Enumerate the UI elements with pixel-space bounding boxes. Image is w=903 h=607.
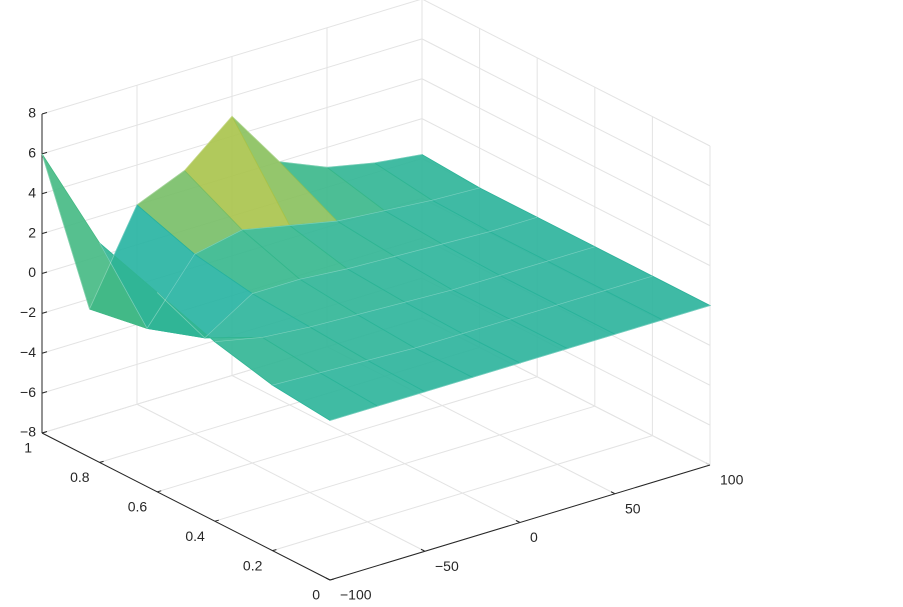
mesh-line (99, 187, 480, 330)
x-tick (420, 548, 426, 552)
x-tick-label: −50 (435, 558, 459, 574)
z-tick (41, 351, 48, 354)
mesh-line (156, 216, 538, 339)
grid-line (41, 0, 421, 115)
grid-line (157, 376, 538, 493)
z-tick (41, 191, 48, 195)
grid-line (421, 38, 711, 187)
mesh-line (41, 115, 423, 311)
y-tick-label: 0 (312, 587, 320, 603)
z-tick (41, 112, 48, 115)
grid-line (231, 375, 521, 523)
z-tick (41, 431, 48, 434)
y-axis (41, 432, 331, 581)
grid-line (421, 78, 711, 227)
y-tick-label: 0.2 (243, 557, 263, 573)
y-tick-label: 1 (24, 440, 32, 456)
z-tick (41, 231, 48, 235)
z-tick-label: −6 (20, 384, 36, 400)
z-tick-label: 0 (28, 264, 36, 280)
x-axis (329, 464, 711, 581)
z-tick-label: 2 (28, 224, 36, 240)
z-tick-label: −8 (20, 424, 36, 440)
y-tick-label: 0.6 (128, 499, 148, 515)
mesh-line (272, 275, 653, 386)
z-tick (41, 271, 48, 274)
z-tick-label: −4 (20, 344, 36, 360)
x-tick-label: 0 (530, 529, 538, 545)
z-tick-label: −2 (20, 304, 36, 320)
grid-line (136, 403, 426, 552)
x-tick-label: 50 (625, 500, 641, 516)
z-tick-label: 8 (28, 105, 36, 121)
grid-line (422, 0, 711, 147)
mesh-line (214, 246, 595, 343)
x-tick-label: −100 (340, 587, 372, 603)
y-tick-label: 0.4 (185, 528, 205, 544)
z-tick-label: 4 (28, 184, 36, 200)
z-tick-label: 6 (28, 145, 36, 161)
z-tick (41, 311, 48, 314)
grid-line (214, 405, 595, 522)
z-tick (41, 151, 48, 155)
grid-line (421, 118, 711, 267)
mesh-line (329, 305, 711, 421)
x-tick (515, 520, 521, 523)
grid-line (41, 38, 423, 155)
grid-line (272, 435, 653, 552)
surface-cell (271, 372, 379, 421)
x-tick-label: 100 (720, 472, 744, 488)
x-tick (610, 491, 616, 495)
z-tick (41, 391, 48, 394)
y-tick-label: 0.8 (70, 469, 90, 485)
